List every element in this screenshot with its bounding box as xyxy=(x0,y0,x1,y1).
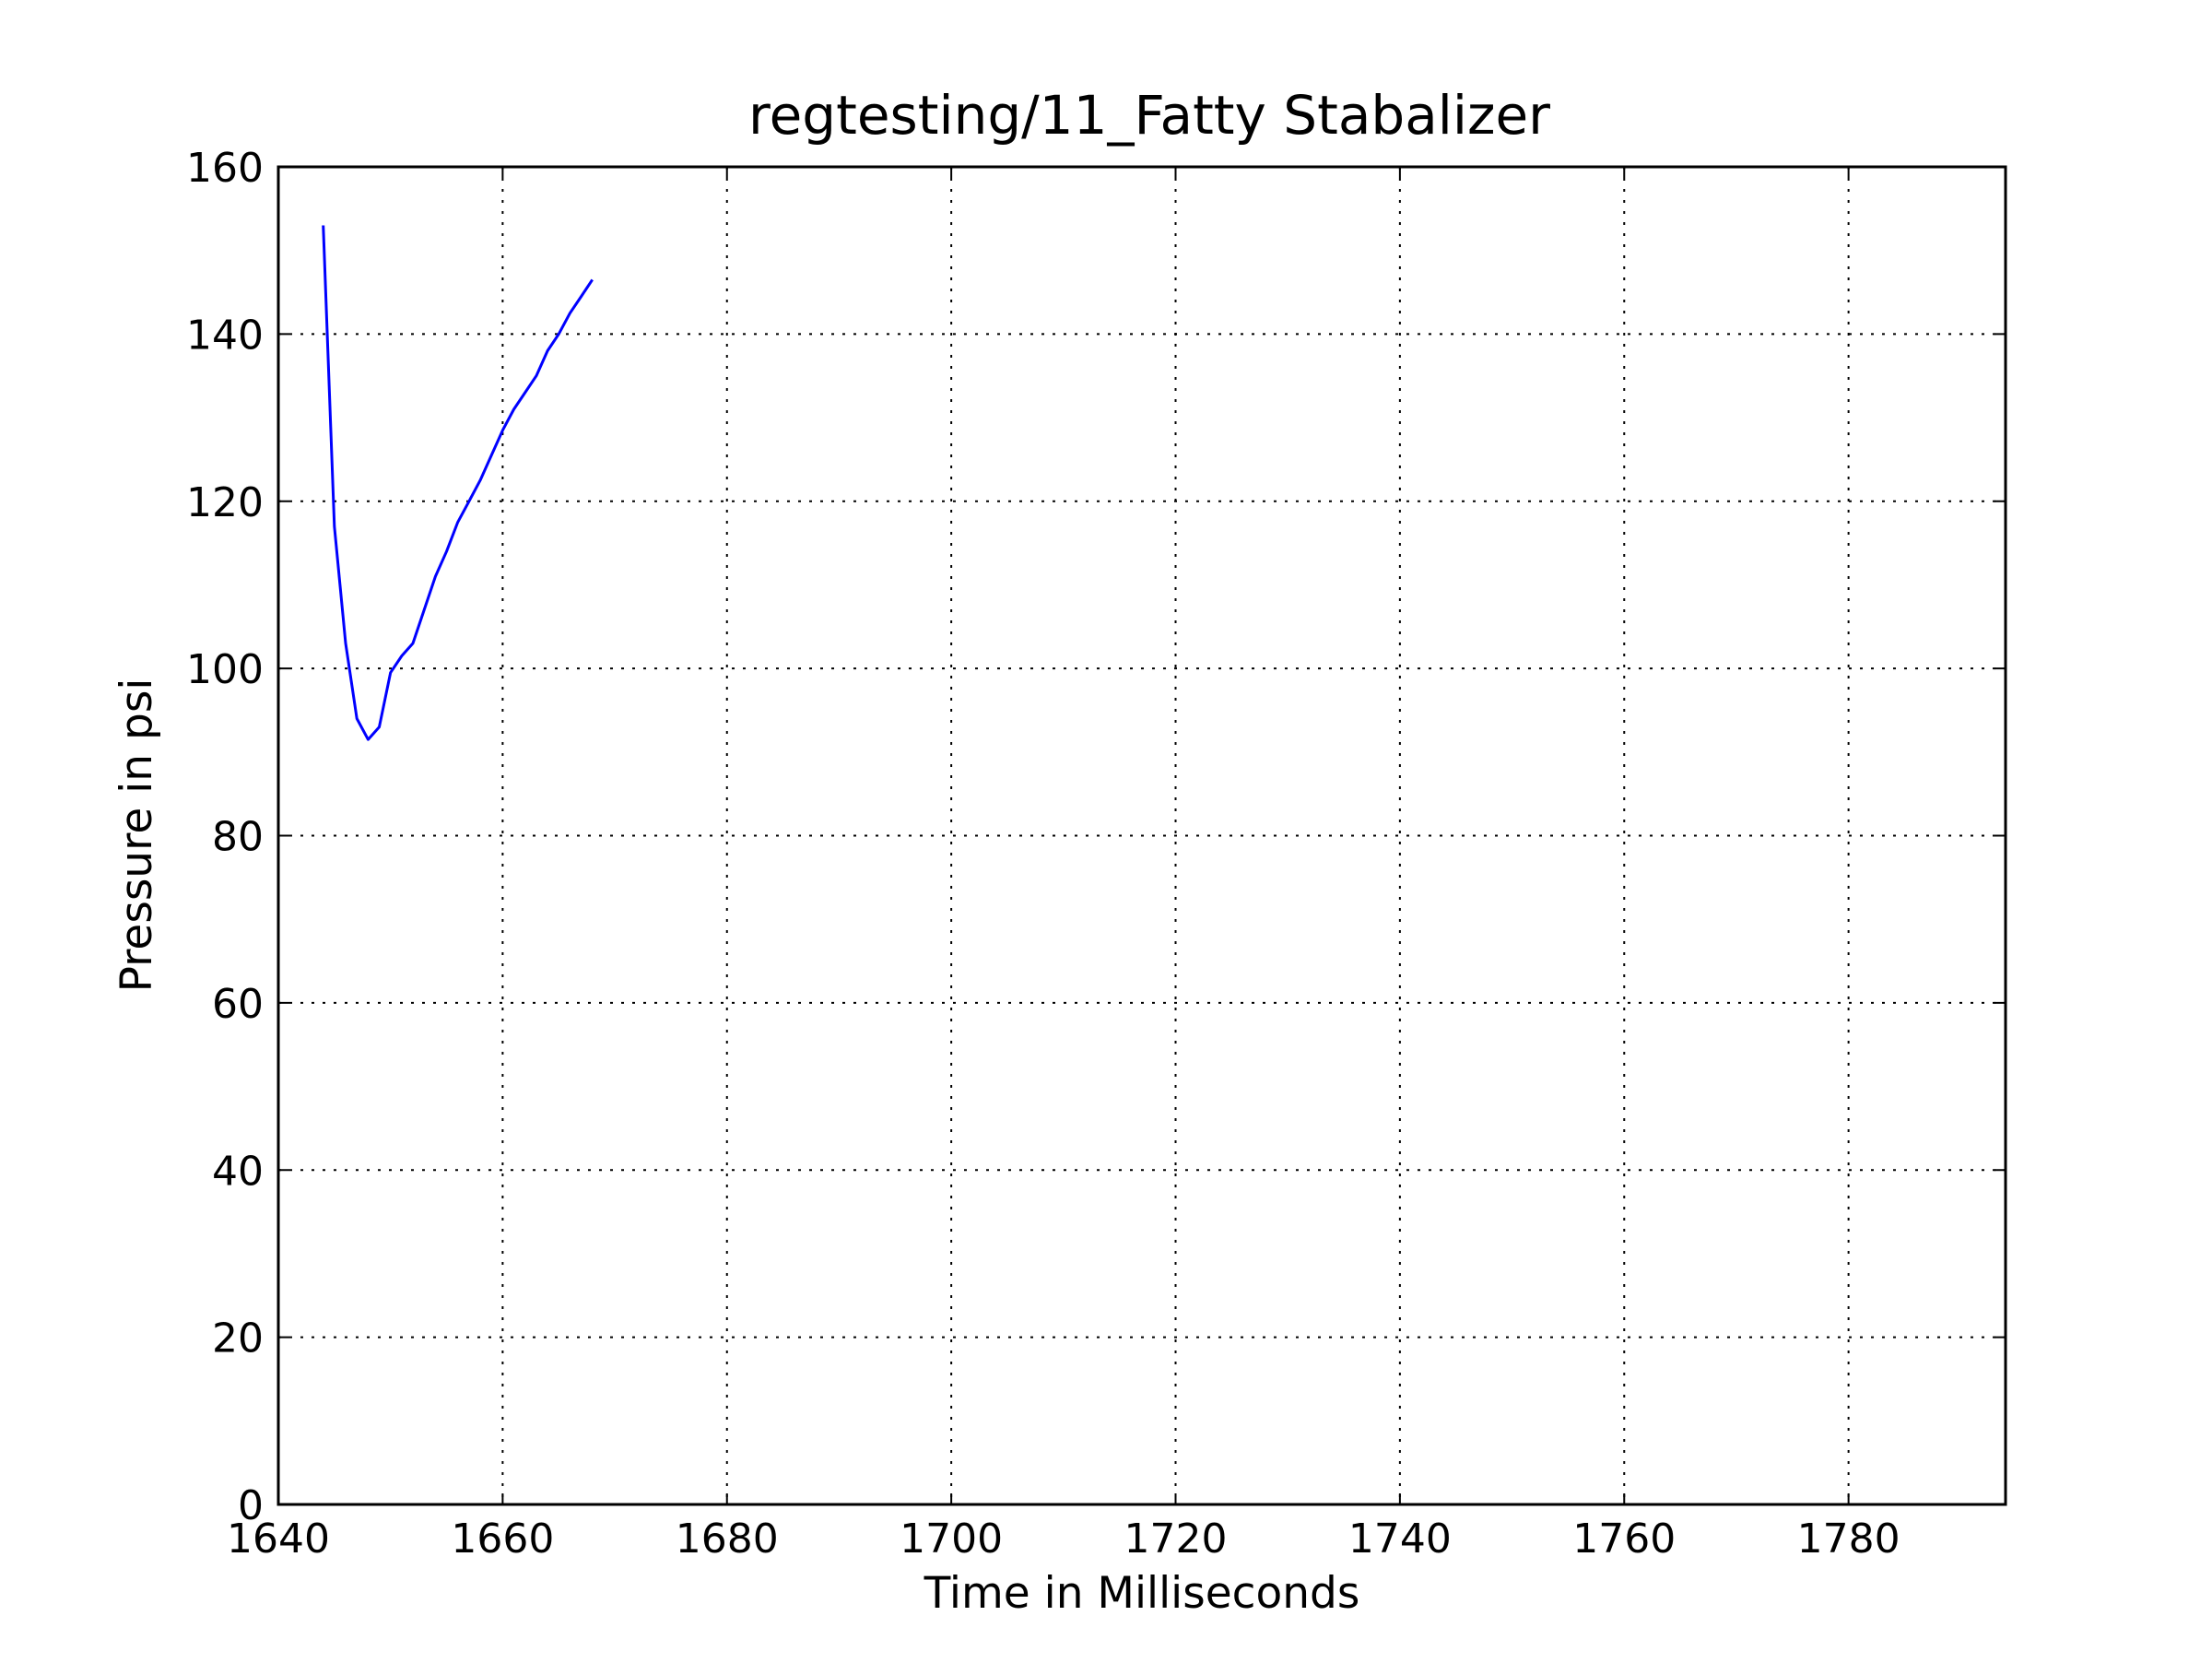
x-tick-label: 1760 xyxy=(1572,1516,1676,1563)
x-tick-label: 1780 xyxy=(1797,1516,1900,1563)
x-tick-label: 1720 xyxy=(1124,1516,1228,1563)
plot-frame xyxy=(276,165,2007,1506)
y-tick-label: 40 xyxy=(212,1148,264,1195)
x-axis-label: Time in Milliseconds xyxy=(924,1568,1360,1619)
tick-labels: 1640 1660 1680 1700 1720 1740 1760 1780 0 20 40 60 8… xyxy=(186,145,1900,1563)
x-tick-label: 1680 xyxy=(676,1516,779,1563)
y-axis-label: Pressure in psi xyxy=(112,678,162,993)
y-tick-label: 20 xyxy=(212,1315,264,1362)
y-tick-label: 60 xyxy=(212,981,264,1028)
y-tick-label: 160 xyxy=(186,145,264,192)
x-tick-label: 1660 xyxy=(451,1516,554,1563)
series-layer xyxy=(322,225,594,741)
x-tick-label: 1700 xyxy=(900,1516,1003,1563)
x-tick-label: 1740 xyxy=(1348,1516,1452,1563)
grid-lines xyxy=(278,167,2006,1504)
y-tick-label: 140 xyxy=(186,312,264,359)
x-tick-label: 1640 xyxy=(227,1516,330,1563)
y-tick-label: 0 xyxy=(238,1482,264,1529)
chart-title: regtesting/11_Fatty Stabalizer xyxy=(748,84,1550,147)
pressure-series-line xyxy=(322,225,594,741)
y-tick-label: 80 xyxy=(212,814,264,861)
y-tick-label: 120 xyxy=(186,479,264,526)
y-tick-label: 100 xyxy=(186,646,264,693)
